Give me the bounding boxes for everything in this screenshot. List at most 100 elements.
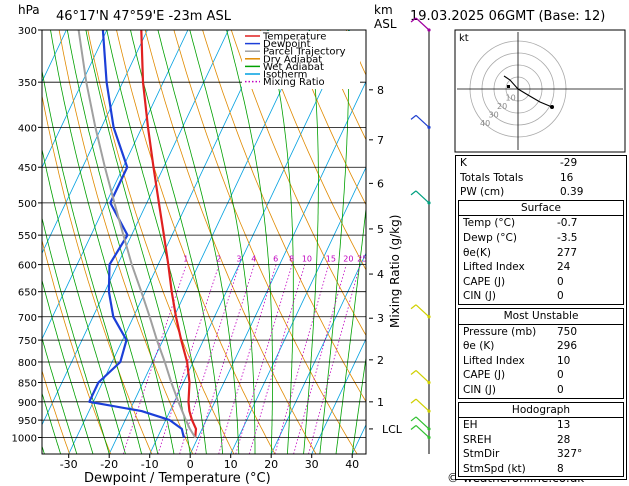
y-tick-label: 950 [18,416,37,427]
wind-barb [415,425,430,438]
isotherm-line [189,80,366,454]
y-tick-label: 800 [18,358,37,369]
wet-adiabat-line [267,30,294,454]
km-tick-label: LCL [382,423,403,436]
wet-adiabat-line [42,278,94,454]
dewpoint-point [181,428,183,430]
wet-adiabat-line [130,30,223,454]
mixing-ratio-line [195,264,255,454]
hodograph-ring-label: 30 [489,110,499,119]
surface-value: 0 [557,275,564,288]
wind-barb-base [427,315,431,319]
dewpoint-point [108,291,110,293]
most-unstable-value: 0 [557,369,564,382]
hodograph-stat-row: EH 13 [459,418,623,433]
dry-adiabat-line [230,30,366,337]
mixing-ratio-label: 15 [326,255,336,264]
index-row: PW (cm) 0.39 [456,185,626,200]
isotherm-line [42,30,108,169]
hodograph-stat-row: StmSpd (kt) 8 [459,462,623,477]
dry-adiabat-line [202,30,366,403]
dewpoint-point [88,401,90,403]
hodograph-stat-value: 8 [557,462,564,475]
mixing-ratio-label: 3 [236,255,241,264]
most-unstable-label: θe (K) [463,340,495,353]
asl-label: ASL [374,17,397,31]
wet-adiabat-line [42,216,110,454]
surface-row: θe(K) 277 [459,246,623,261]
most-unstable-value: 750 [557,325,578,338]
hodograph-stat-label: StmDir [463,448,500,461]
parcel-trajectory-point [85,81,87,83]
profile-lines [77,30,198,439]
wet-adiabat-line [335,205,366,454]
y-tick-label: 1000 [12,433,37,444]
most-unstable-row: θe (K) 296 [459,339,623,354]
mixing-ratio-label: 6 [273,255,278,264]
dewpoint-point [126,234,129,236]
wet-adiabat-line [351,355,366,454]
wet-adiabat-line [42,391,61,454]
dry-adiabat-line [288,30,366,206]
dewpoint-point [169,419,171,421]
y-tick-label: 350 [18,78,37,89]
mixing-ratio-line [308,264,361,454]
wind-barb-flag [410,398,417,404]
plot-frame [41,29,367,455]
surface-row: CIN (J) 0 [459,289,623,304]
mixing-ratio-label: 2 [216,255,221,264]
wet-adiabat-line [42,68,142,454]
mixing-ratio-label: 4 [251,255,256,264]
x-tick-label: -30 [60,458,78,471]
index-label: K [460,157,467,169]
wind-barb [415,190,430,204]
hodograph-ring-label: 10 [506,93,516,102]
index-value: -29 [560,157,578,169]
parcel-trajectory-point [94,126,96,128]
hodograph-frame [454,29,626,153]
wind-barb-flag [410,114,417,120]
hodograph-stat-value: 28 [557,433,571,446]
temperature-point [188,410,190,412]
mixing-ratio-label: 10 [302,255,312,264]
surface-label: θe(K) [463,246,491,259]
wet-adiabat-line [303,30,319,454]
mixing-ratio-axis-label: Mixing Ratio (g/kg) [388,215,402,328]
most-unstable-row: CAPE (J) 0 [459,368,623,383]
wind-barb-base [427,125,431,129]
wet-adiabat-line [106,30,207,454]
dry-adiabat-line [42,238,112,454]
mixing-ratio-line [274,264,330,454]
y-tick-label: 900 [18,398,37,409]
x-axis-label: Dewpoint / Temperature (°C) [84,471,271,486]
km-tick-label: 7 [377,134,384,147]
wind-barb-base [427,201,431,205]
wet-adiabat-line [42,147,126,454]
wet-adiabat-line [66,30,175,454]
surface-label: Dewp (°C) [463,231,517,244]
km-tick-label: 1 [377,396,384,409]
km-tick-label: 4 [377,268,384,281]
dry-adiabat-line [259,30,366,271]
mixing-ratio-line [235,264,293,454]
index-row: Totals Totals 16 [456,171,626,186]
hodograph-stat-row: StmDir 327° [459,447,623,462]
dewpoint-point [126,166,128,168]
temperature-point [167,264,169,266]
wind-barb-flag [410,304,417,310]
dry-adiabat-line [144,30,317,454]
hodograph-stat-value: 327° [557,448,583,461]
x-tick-label: 40 [345,458,359,471]
dewpoint-point [108,264,111,266]
y-tick-label: 650 [18,288,37,299]
y-tick-label: 850 [18,378,37,389]
legend-box [242,31,360,89]
wind-barb-flag [410,416,417,422]
dewpoint-point [113,126,115,128]
index-value: 16 [560,171,574,184]
index-label: PW (cm) [460,186,505,199]
location-label: 46°17'N 47°59'E -23m ASL [56,9,232,24]
hodograph-table: Hodograph EH 13 SREH 28 StmDir 327° StmSpd (kt… [458,401,624,478]
